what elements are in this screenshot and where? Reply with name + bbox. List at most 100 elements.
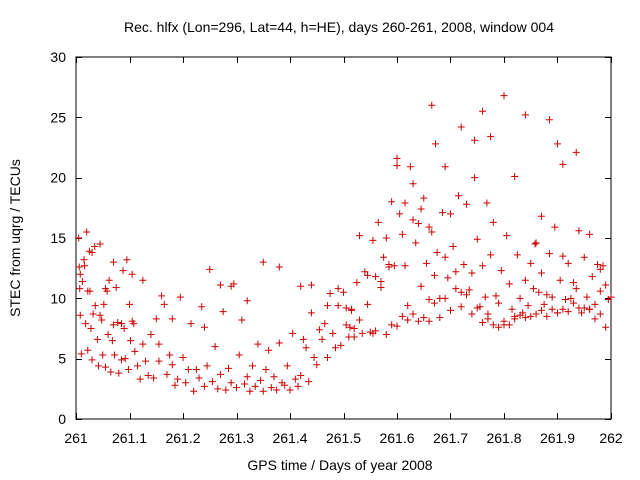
y-tick-label: 20 <box>50 170 66 186</box>
data-point <box>187 320 195 328</box>
data-point <box>401 199 409 207</box>
data-point <box>586 230 594 238</box>
data-point <box>100 300 108 308</box>
data-point <box>481 293 489 301</box>
data-point <box>101 363 109 371</box>
data-point <box>171 381 179 389</box>
data-point <box>463 291 471 299</box>
data-point <box>428 101 436 109</box>
data-point <box>243 297 251 305</box>
data-point <box>564 308 572 316</box>
data-point <box>80 256 88 264</box>
data-point <box>511 172 519 180</box>
data-point <box>136 375 144 383</box>
data-point <box>570 299 578 307</box>
data-point <box>331 344 339 352</box>
data-point <box>495 299 503 307</box>
data-point <box>353 279 361 287</box>
data-point <box>78 277 86 285</box>
data-point <box>463 200 471 208</box>
data-point <box>457 123 465 131</box>
data-point <box>120 325 128 332</box>
data-point <box>291 375 299 383</box>
data-point <box>452 285 460 293</box>
data-point <box>117 356 125 364</box>
x-tick-label: 261.7 <box>433 430 468 446</box>
data-point <box>495 323 503 331</box>
data-point <box>281 381 289 389</box>
data-point <box>93 335 101 343</box>
data-point <box>115 369 123 377</box>
data-point <box>382 234 390 242</box>
data-point <box>409 216 417 224</box>
data-point <box>179 353 187 361</box>
data-point <box>124 366 132 374</box>
data-point <box>430 299 438 307</box>
data-point <box>310 353 318 361</box>
data-point <box>176 293 184 301</box>
data-point <box>326 290 334 298</box>
data-point <box>91 302 99 310</box>
data-point <box>479 262 487 270</box>
data-point <box>89 310 97 318</box>
data-point <box>214 385 222 393</box>
data-point <box>497 267 505 275</box>
data-point <box>409 310 417 318</box>
data-point <box>134 362 142 370</box>
data-point <box>216 281 224 289</box>
data-point <box>465 286 473 294</box>
data-point <box>396 210 404 218</box>
data-point <box>88 248 96 256</box>
data-point <box>591 315 599 323</box>
data-point <box>224 364 232 372</box>
data-point <box>531 240 539 248</box>
data-point <box>503 232 511 240</box>
data-point <box>257 376 265 384</box>
data-point <box>315 326 323 334</box>
data-point <box>163 370 171 378</box>
data-point <box>422 259 430 267</box>
data-point <box>521 314 529 322</box>
data-point <box>412 239 420 247</box>
data-point <box>441 163 449 171</box>
data-point <box>275 339 283 347</box>
data-point <box>599 262 607 270</box>
data-point <box>76 285 84 293</box>
data-point <box>460 261 468 269</box>
data-point <box>121 355 129 363</box>
data-point <box>393 154 401 162</box>
data-point <box>513 251 521 259</box>
data-point <box>307 309 315 317</box>
y-tick-label: 25 <box>50 109 66 125</box>
data-point <box>313 361 321 369</box>
data-point <box>489 321 497 329</box>
data-point <box>532 310 540 318</box>
data-point <box>449 242 457 250</box>
data-point <box>487 251 495 259</box>
data-point <box>91 242 99 250</box>
data-point <box>241 380 249 388</box>
data-point <box>216 370 224 378</box>
data-point <box>377 283 385 291</box>
data-point <box>130 320 138 328</box>
plot-frame <box>75 56 612 420</box>
data-point <box>380 253 388 261</box>
data-point <box>119 267 127 275</box>
x-tick-label: 261.9 <box>540 430 575 446</box>
data-point <box>432 140 440 148</box>
axis-ticks <box>76 57 612 420</box>
data-point <box>516 311 524 319</box>
data-point <box>348 306 356 314</box>
data-point <box>75 263 83 271</box>
data-point <box>505 321 513 329</box>
data-point <box>479 318 487 326</box>
data-point <box>414 220 422 228</box>
data-point <box>147 331 155 339</box>
data-point <box>492 292 500 300</box>
data-point <box>570 279 578 287</box>
data-point <box>104 331 112 339</box>
data-point <box>117 320 125 328</box>
data-point <box>307 281 315 289</box>
data-point <box>417 205 425 213</box>
